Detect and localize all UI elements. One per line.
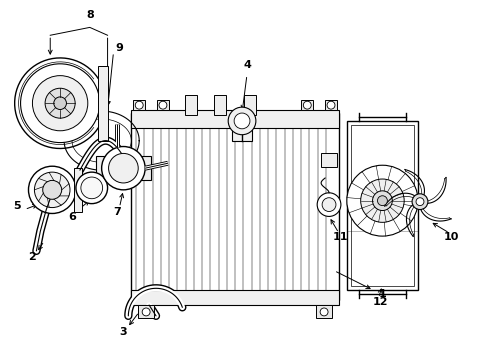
Bar bbox=[131, 110, 339, 128]
Circle shape bbox=[135, 101, 143, 109]
Bar bbox=[98, 66, 108, 141]
Circle shape bbox=[28, 166, 76, 213]
Text: 7: 7 bbox=[114, 207, 122, 216]
Circle shape bbox=[159, 101, 167, 109]
Bar bbox=[131, 290, 339, 305]
Circle shape bbox=[76, 172, 108, 204]
Text: 10: 10 bbox=[444, 232, 459, 242]
Bar bbox=[347, 121, 418, 290]
Circle shape bbox=[303, 101, 311, 109]
Circle shape bbox=[54, 97, 67, 109]
Text: 4: 4 bbox=[243, 60, 251, 70]
Circle shape bbox=[317, 193, 341, 216]
Bar bbox=[301, 100, 313, 110]
Bar bbox=[74, 168, 82, 212]
Circle shape bbox=[32, 76, 88, 131]
Bar bbox=[244, 95, 256, 115]
Circle shape bbox=[45, 88, 75, 118]
Circle shape bbox=[34, 172, 70, 208]
Circle shape bbox=[377, 196, 388, 206]
Circle shape bbox=[81, 177, 102, 199]
Bar bbox=[96, 156, 151, 180]
Circle shape bbox=[361, 179, 404, 222]
Bar bbox=[133, 100, 145, 110]
Bar bbox=[131, 113, 339, 300]
Text: 9: 9 bbox=[116, 43, 123, 53]
Bar bbox=[351, 125, 414, 286]
Text: 2: 2 bbox=[28, 252, 36, 262]
Circle shape bbox=[320, 308, 328, 316]
Bar bbox=[316, 305, 332, 318]
Text: 6: 6 bbox=[68, 212, 76, 222]
Bar bbox=[232, 129, 252, 141]
Circle shape bbox=[416, 198, 424, 206]
Bar bbox=[214, 95, 226, 115]
Circle shape bbox=[327, 101, 335, 109]
Circle shape bbox=[109, 153, 138, 183]
Circle shape bbox=[234, 113, 250, 129]
Bar bbox=[325, 100, 337, 110]
Text: 3: 3 bbox=[120, 327, 127, 337]
Text: 12: 12 bbox=[373, 297, 388, 307]
Text: 5: 5 bbox=[13, 201, 21, 211]
Text: 8: 8 bbox=[86, 9, 94, 19]
Bar bbox=[138, 305, 154, 318]
Bar bbox=[185, 95, 196, 115]
Circle shape bbox=[322, 198, 336, 212]
Circle shape bbox=[101, 147, 145, 190]
Bar bbox=[321, 153, 337, 167]
Circle shape bbox=[412, 194, 428, 210]
Text: 1: 1 bbox=[378, 289, 386, 299]
Circle shape bbox=[228, 107, 256, 135]
Circle shape bbox=[347, 165, 418, 236]
Text: 11: 11 bbox=[333, 232, 349, 242]
Circle shape bbox=[21, 64, 99, 143]
Circle shape bbox=[372, 191, 392, 211]
Bar bbox=[157, 100, 169, 110]
Circle shape bbox=[43, 180, 62, 199]
Circle shape bbox=[142, 308, 150, 316]
